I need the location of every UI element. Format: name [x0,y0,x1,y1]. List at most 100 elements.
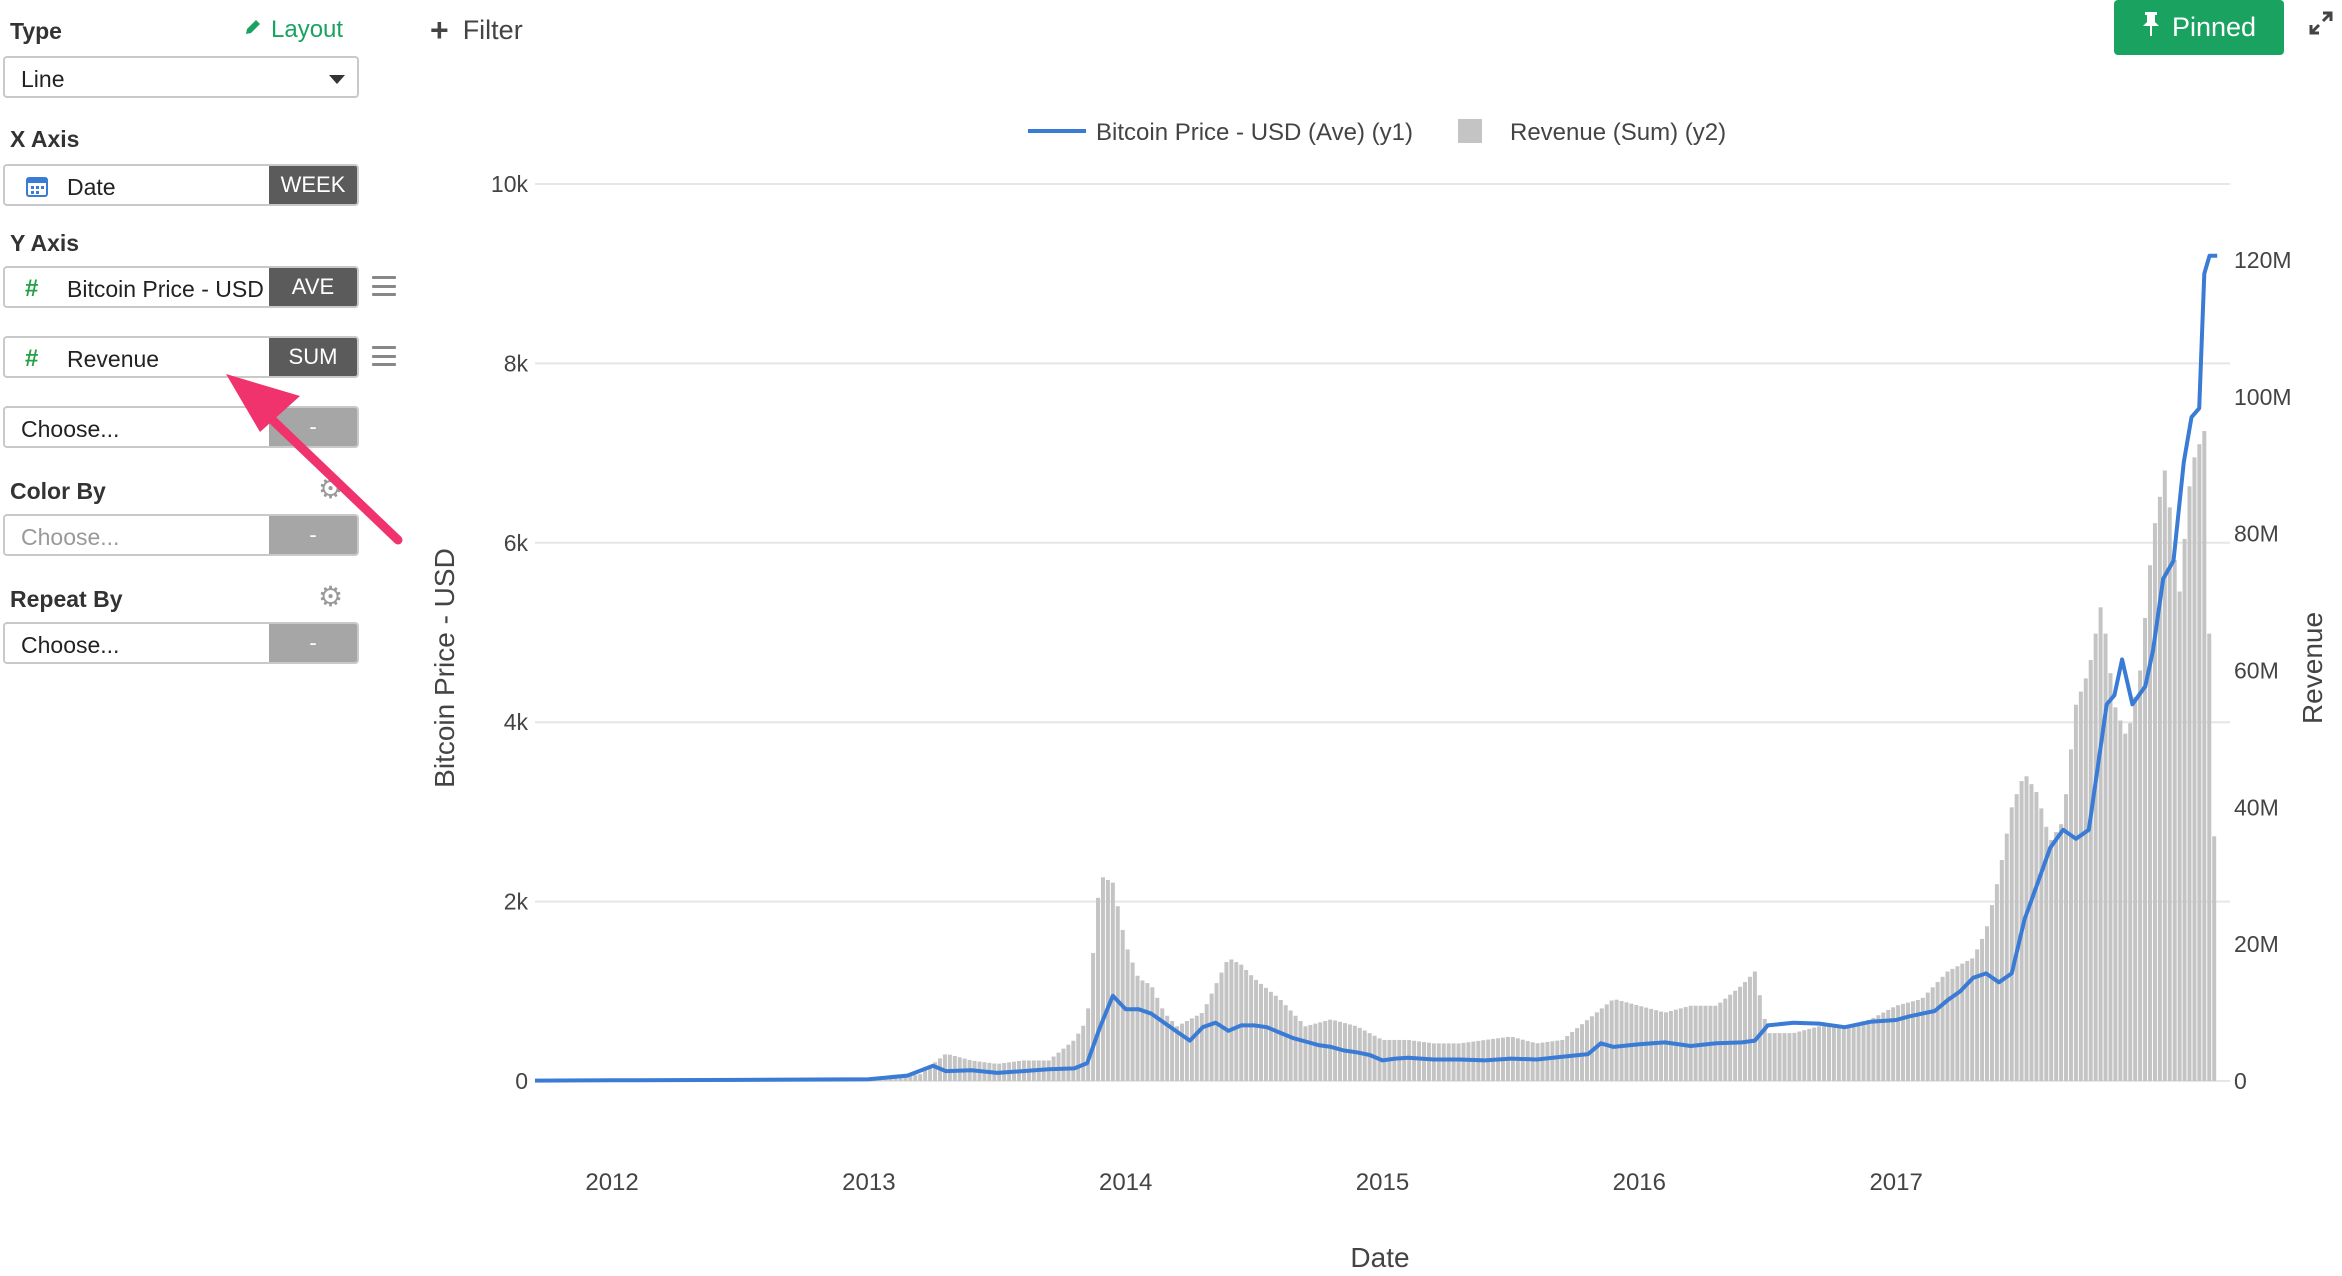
revenue-bar [2167,507,2172,1082]
revenue-bar [1135,975,1140,1081]
chart-type-select[interactable]: Line [3,56,359,98]
revenue-bar [1165,1015,1170,1081]
revenue-bar [1861,1021,1866,1081]
revenue-bar [908,1075,913,1081]
y1-tick-label: 4k [504,709,529,735]
revenue-bar [1056,1052,1061,1081]
revenue-bar [1431,1043,1436,1081]
revenue-bar [1989,905,1994,1081]
revenue-bar [1901,1003,1906,1081]
revenue-bar [1461,1042,1466,1081]
y-axis-field-1-agg-button[interactable]: AVE [269,268,357,306]
x-tick-label: 2012 [585,1169,638,1196]
revenue-bar [1624,1002,1629,1081]
revenue-bar [2143,617,2148,1081]
revenue-bar [1826,1026,1831,1081]
y-axis-field-1[interactable]: # Bitcoin Price - USD AVE [3,266,359,308]
revenue-bar [888,1078,893,1081]
revenue-bar [1091,953,1096,1081]
y1-tick-label: 0 [515,1068,528,1094]
pinned-button[interactable]: Pinned [2114,0,2284,55]
revenue-bar [2172,559,2177,1081]
revenue-bar [1313,1023,1318,1081]
revenue-bar [1184,1021,1189,1081]
revenue-bar [1407,1040,1412,1081]
x-axis-field-name: Date [67,174,116,200]
revenue-bar [1224,962,1229,1081]
revenue-bar [942,1054,947,1081]
revenue-bar [1970,958,1975,1081]
revenue-bar [2054,832,2059,1081]
revenue-bar [1421,1042,1426,1081]
revenue-bar [2059,824,2064,1081]
color-by-label: Color By [10,478,106,504]
y-axis-field-1-name: Bitcoin Price - USD [67,276,264,302]
chart-type-value: Line [21,66,65,92]
revenue-bar [1733,990,1738,1081]
revenue-bar [2197,444,2202,1081]
revenue-bar [2192,457,2197,1081]
y-axis-field-2-name: Revenue [67,346,160,372]
revenue-bar [1249,975,1254,1081]
revenue-bar [2118,720,2123,1081]
revenue-bar [1762,1018,1767,1081]
expand-icon[interactable] [2308,10,2334,44]
revenue-bar [1945,971,1950,1081]
revenue-bar [2108,673,2113,1081]
revenue-bar [903,1076,908,1081]
y-axis-field-2-agg-button[interactable]: SUM [269,338,357,376]
filter-button[interactable]: + Filter [430,12,523,49]
y-axis-field-2[interactable]: # Revenue SUM [3,336,359,378]
revenue-bar [1308,1024,1313,1081]
chart-grid [535,183,2230,1082]
x-tick-label: 2016 [1613,1169,1666,1196]
revenue-bar [1777,1033,1782,1081]
revenue-bar [1723,998,1728,1081]
revenue-bar [1910,1001,1915,1081]
plus-icon: + [430,12,449,48]
revenue-bar [1402,1039,1407,1081]
gear-icon[interactable]: ⚙ [318,581,344,612]
x-axis-agg-button[interactable]: WEEK [269,166,357,204]
color-by-field[interactable]: Choose... - [3,514,359,556]
repeat-by-agg-button[interactable]: - [269,624,357,662]
revenue-bar [933,1062,938,1081]
y1-tick-label: 6k [504,530,529,556]
hamburger-icon[interactable] [372,346,396,366]
revenue-bar [1812,1027,1817,1081]
revenue-bar [1659,1011,1664,1081]
legend-item-price[interactable]: Bitcoin Price - USD (Ave) (y1) [1096,119,1413,146]
revenue-bar [2098,607,2103,1081]
revenue-bar [1540,1042,1545,1081]
revenue-bar [1278,999,1283,1081]
revenue-bar [1772,1033,1777,1081]
repeat-by-field[interactable]: Choose... - [3,622,359,664]
revenue-bar [1752,971,1757,1081]
legend-item-revenue[interactable]: Revenue (Sum) (y2) [1510,119,1726,146]
revenue-bar [1293,1015,1298,1081]
hash-icon: # [25,275,39,302]
revenue-bar [2068,749,2073,1081]
revenue-bar [1886,1009,1891,1081]
revenue-bar [1787,1033,1792,1081]
layout-link[interactable]: Layout [243,16,343,44]
y1-tick-label: 2k [504,889,529,915]
revenue-bar [1100,877,1105,1081]
revenue-bar [1273,995,1278,1081]
revenue-bar [1268,991,1273,1081]
revenue-bar [1728,994,1733,1081]
x-axis-field[interactable]: Date WEEK [3,164,359,206]
revenue-bar [1110,882,1115,1081]
color-by-agg-button[interactable]: - [269,516,357,554]
y2-tick-label: 40M [2234,794,2279,820]
pinned-label: Pinned [2171,12,2257,42]
repeat-by-value: Choose... [21,632,120,658]
layout-link-label: Layout [271,16,344,43]
revenue-bar [1412,1040,1417,1081]
revenue-bar [1239,964,1244,1081]
revenue-bar [1688,1005,1693,1081]
hamburger-icon[interactable] [372,276,396,296]
revenue-bar [1985,926,1990,1081]
revenue-bar [1950,968,1955,1081]
revenue-bar [1155,997,1160,1081]
